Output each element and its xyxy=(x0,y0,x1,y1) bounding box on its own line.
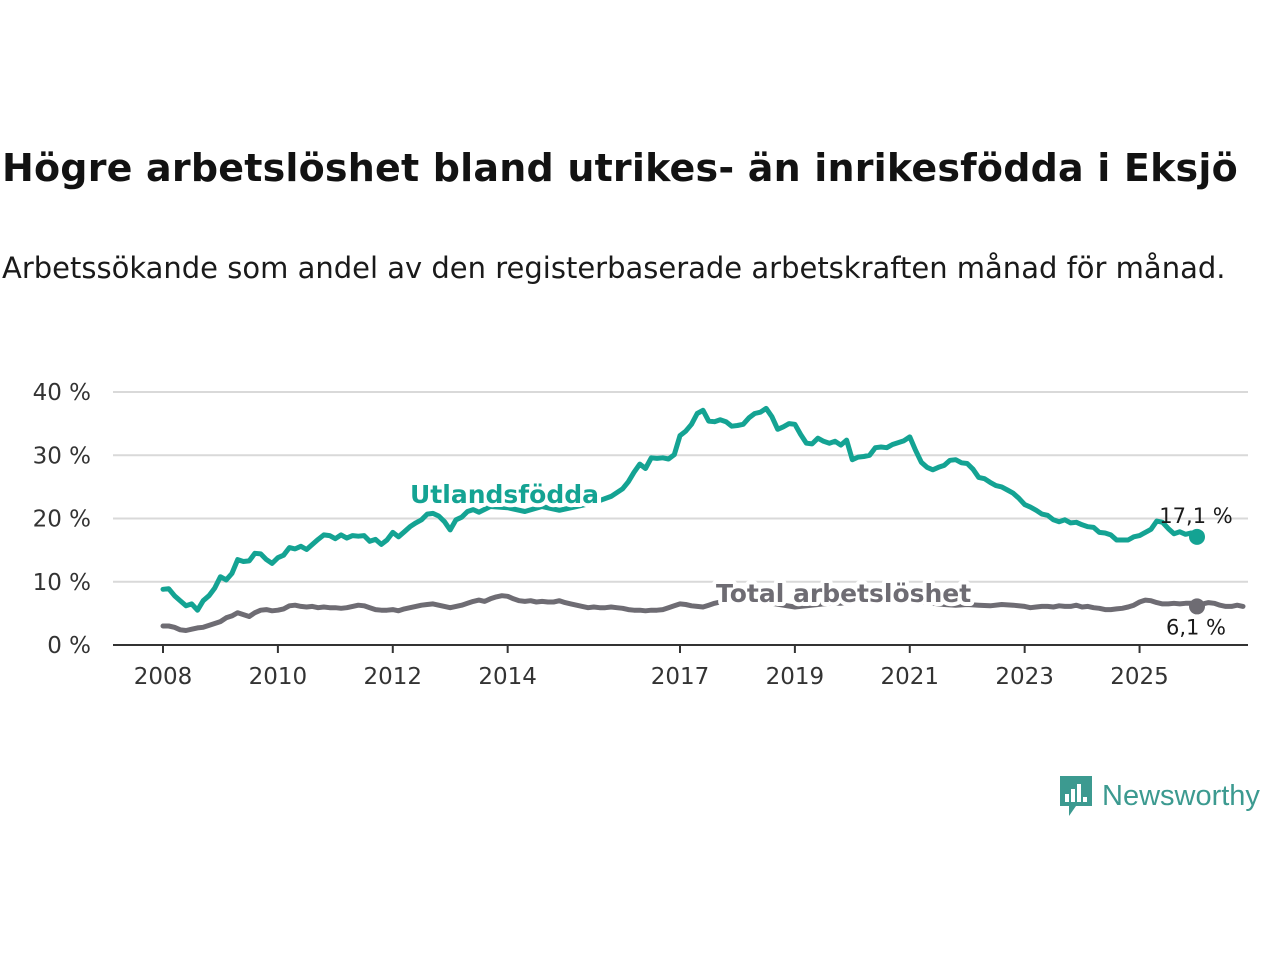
series-lines xyxy=(160,405,1246,633)
x-tick-label: 2012 xyxy=(364,664,423,690)
x-tick-label: 2021 xyxy=(881,664,940,690)
line-chart: 0 % 10 % 20 % 30 % 40 % 2008 2010 2012 2014 2017 2… xyxy=(33,380,1248,690)
x-tick-label: 2008 xyxy=(134,664,193,690)
x-tick-label: 2014 xyxy=(478,664,537,690)
utlandsfodda-line xyxy=(160,405,1200,613)
x-tick-label: 2017 xyxy=(651,664,710,690)
y-tick-label: 20 % xyxy=(33,507,91,533)
total-arbetsloshet-end-marker xyxy=(1189,598,1205,615)
grid-lines xyxy=(113,391,1248,583)
x-tick-label: 2019 xyxy=(766,664,825,690)
y-tick-label: 0 % xyxy=(47,633,91,659)
brand-name: Newsworthy xyxy=(1102,779,1260,812)
axes: 0 % 10 % 20 % 30 % 40 % 2008 2010 2012 2014 2017 2… xyxy=(33,380,1248,690)
utlandsfodda-end-label: 17,1 % xyxy=(1159,504,1232,528)
x-tick-label: 2023 xyxy=(995,664,1054,690)
labels: 17,1 % 6,1 % Utlandsfödda Total arbetslöshe… xyxy=(406,476,1233,639)
chart-subtitle: Arbetssökande som andel av den registerb… xyxy=(2,251,1226,285)
x-tick-label: 2025 xyxy=(1110,664,1169,690)
total-arbetsloshet-series-label: Total arbetslöshet xyxy=(716,579,971,608)
chart-speech-bubble-icon xyxy=(1060,776,1092,816)
y-tick-label: 40 % xyxy=(33,380,91,406)
chart-title: Högre arbetslöshet bland utrikes- än inr… xyxy=(2,146,1238,190)
total-arbetsloshet-line xyxy=(160,593,1246,633)
utlandsfodda-end-marker xyxy=(1189,528,1205,545)
y-tick-label: 10 % xyxy=(33,570,91,596)
utlandsfodda-series-label: Utlandsfödda xyxy=(410,480,599,509)
total-arbetsloshet-end-label: 6,1 % xyxy=(1166,615,1226,639)
newsworthy-logo: Newsworthy xyxy=(1058,774,1260,818)
y-tick-label: 30 % xyxy=(33,443,91,469)
x-tick-label: 2010 xyxy=(249,664,308,690)
